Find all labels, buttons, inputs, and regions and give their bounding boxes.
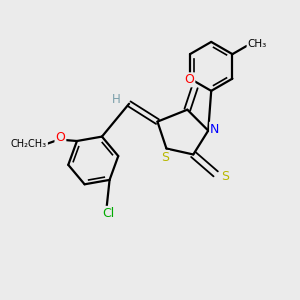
Text: CH₃: CH₃	[248, 39, 267, 50]
Text: O: O	[56, 131, 65, 144]
Text: N: N	[210, 123, 220, 136]
Text: S: S	[221, 170, 229, 183]
Text: S: S	[161, 151, 169, 164]
Text: Cl: Cl	[102, 207, 114, 220]
Text: CH₂CH₃: CH₂CH₃	[11, 139, 47, 149]
Text: O: O	[184, 73, 194, 86]
Text: H: H	[112, 93, 121, 106]
